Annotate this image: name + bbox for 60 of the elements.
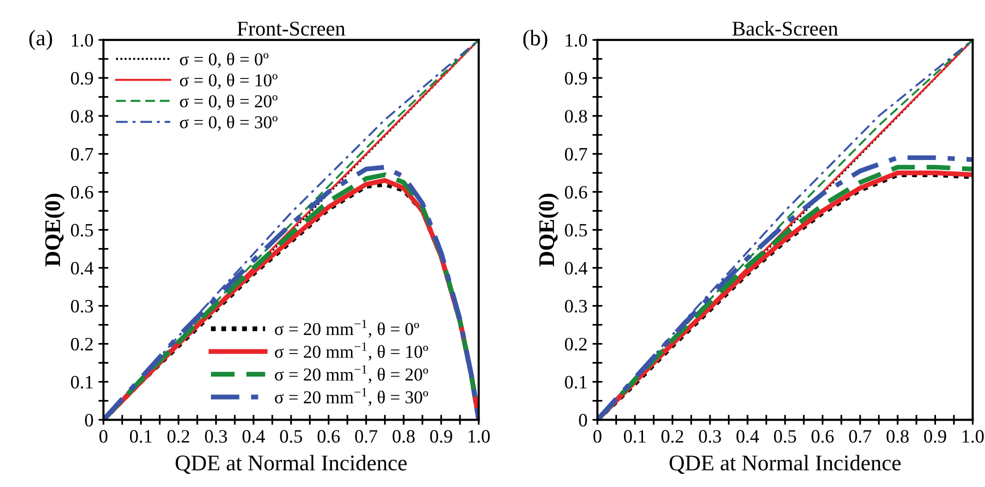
y-tick-label: 1.0	[566, 34, 587, 47]
x-axis-title: QDE at Normal Incidence	[176, 454, 407, 474]
x-tick-label: 0.4	[736, 430, 759, 443]
x-tick-label: 0.3	[698, 430, 721, 443]
y-tick-label: 0.2	[564, 338, 587, 351]
y-tick-label: 0.3	[564, 300, 587, 313]
y-tick-label: 0.2	[70, 338, 93, 351]
x-tick-label: 0.7	[355, 430, 378, 443]
legend-label: σ = 0, θ = 20º	[180, 94, 278, 110]
x-tick-label: 0.6	[318, 430, 340, 443]
y-tick-label: 0.3	[70, 300, 93, 313]
y-tick-label: 0.9	[70, 72, 93, 85]
text: (a)	[29, 30, 52, 50]
x-tick-label: 0.3	[205, 430, 227, 443]
y-tick-label: 0.8	[70, 110, 93, 123]
y-tick-label: 0.5	[70, 224, 93, 237]
chart-title: Front-Screen	[237, 22, 346, 36]
legend-label: σ = 0, θ = 30º	[180, 116, 278, 131]
x-tick-label: 0.6	[812, 430, 834, 443]
x-tick-label: 0	[593, 430, 602, 443]
x-tick-label: 1.0	[468, 430, 490, 443]
legend-label: σ = 20 mm$^{−1}$, θ = 0º	[274, 320, 420, 338]
y-tick-label: 0	[579, 414, 587, 426]
y-tick-label: 0.5	[564, 224, 587, 237]
x-tick-label: 1.0	[962, 430, 984, 443]
y-tick-label: 0.4	[564, 262, 588, 275]
x-tick-label: 0.9	[924, 430, 946, 443]
y-tick-label: 0.8	[564, 110, 587, 123]
x-axis-title: QDE at Normal Incidence	[670, 454, 901, 474]
y-tick-label: 0.7	[70, 148, 94, 161]
x-tick-label: 0.1	[624, 430, 646, 443]
x-tick-label: 0.5	[774, 430, 796, 443]
legend-label: σ = 20 mm$^{−1}$, θ = 30º	[274, 388, 428, 406]
y-tick-label: 0.4	[70, 262, 94, 275]
x-tick-label: 0.2	[167, 430, 190, 443]
legend-label: σ = 0, θ = 0º	[180, 52, 268, 68]
legend-label: σ = 0, θ = 10º	[180, 74, 278, 89]
x-tick-label: 0	[99, 430, 108, 443]
y-tick-label: 0.9	[564, 72, 587, 85]
y-tick-label: 0.6	[564, 186, 588, 199]
x-tick-label: 0.9	[430, 430, 452, 443]
x-tick-label: 0.7	[849, 430, 872, 443]
legend-label: σ = 20 mm$^{−1}$, θ = 20º	[274, 365, 428, 384]
text: (b)	[523, 30, 548, 50]
y-axis-title: DQE(0)	[44, 194, 65, 267]
x-tick-label: 0.1	[130, 430, 152, 443]
y-axis-title: DQE(0)	[538, 194, 559, 267]
x-tick-label: 0.8	[886, 430, 909, 443]
x-tick-label: 0.5	[280, 430, 302, 443]
y-tick-label: 1.0	[72, 34, 93, 47]
y-tick-label: 0.7	[564, 148, 588, 161]
x-tick-label: 0.4	[242, 430, 265, 443]
x-tick-label: 0.2	[661, 430, 684, 443]
x-tick-label: 0.8	[392, 430, 415, 443]
legend-label: σ = 20 mm$^{−1}$, θ = 10º	[274, 342, 428, 360]
y-tick-label: 0.1	[564, 376, 587, 389]
y-tick-label: 0.6	[70, 186, 94, 199]
chart-title: Back-Screen	[732, 21, 838, 36]
y-tick-label: 0.1	[70, 376, 93, 389]
y-tick-label: 0	[85, 414, 93, 426]
